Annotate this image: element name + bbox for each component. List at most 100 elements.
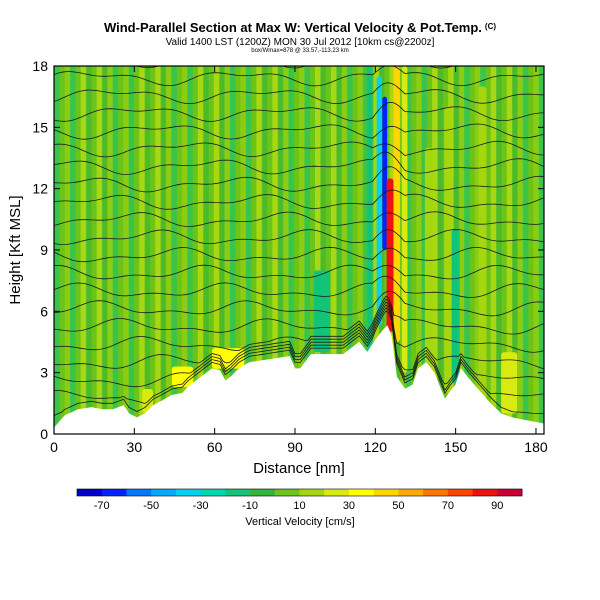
vv-band: [128, 66, 135, 434]
vv-band: [155, 66, 162, 434]
vv-features: [142, 66, 518, 414]
colorbar-bin: [77, 489, 103, 496]
vv-feature: [444, 106, 451, 394]
colorbar-bin: [126, 489, 152, 496]
vv-feature: [424, 147, 433, 383]
colorbar-bin: [497, 489, 523, 496]
theta-contour: [54, 101, 544, 122]
vv-band: [144, 66, 151, 434]
vv-band: [123, 66, 130, 434]
vv-band: [101, 66, 108, 434]
colorbar-bin: [348, 489, 375, 496]
colorbar-bin: [200, 489, 226, 496]
colorbar-label: Vertical Velocity [cm/s]: [245, 516, 355, 528]
colorbar-bin: [151, 489, 177, 496]
vv-feature: [211, 348, 245, 369]
x-tick-label: 90: [287, 439, 303, 455]
vv-band: [277, 66, 284, 434]
theta-contour: [54, 66, 544, 87]
theta-contour: [54, 189, 544, 210]
colorbar-bin: [423, 489, 449, 496]
vv-band: [352, 66, 359, 434]
vv-band: [490, 66, 497, 434]
colorbar-tick-label: 30: [343, 500, 355, 512]
x-tick-label: 60: [207, 439, 223, 455]
vv-band: [149, 66, 156, 434]
chart-subsubtitle: box/Wmax=878 @ 33.57,-113.23 km: [251, 48, 349, 54]
colorbar-bin: [250, 489, 276, 496]
theta-contour: [54, 295, 544, 335]
colorbar-frame: [76, 488, 523, 497]
x-tick-label: 30: [127, 439, 143, 455]
vv-feature: [382, 96, 388, 251]
x-tick-label: 150: [444, 439, 468, 455]
vv-band: [235, 66, 242, 434]
vv-band: [224, 66, 231, 434]
y-tick-label: 3: [40, 365, 48, 381]
colorbar-bin: [398, 489, 424, 496]
theta-contour: [54, 298, 544, 353]
vv-band: [107, 66, 114, 434]
theta-contour: [54, 151, 544, 175]
x-tick-label: 180: [524, 439, 548, 455]
vv-band: [421, 66, 428, 434]
colorbar-bin: [101, 489, 127, 496]
colorbar-tick-label: -30: [193, 500, 209, 512]
vv-feature: [171, 366, 194, 387]
colorbar-bin: [225, 489, 251, 496]
vv-band: [437, 66, 444, 434]
vv-band: [240, 66, 247, 434]
vv-band: [133, 66, 140, 434]
vv-band: [283, 66, 289, 434]
colorbar-bin: [447, 489, 473, 496]
vv-band: [213, 66, 220, 434]
vv-band: [469, 66, 476, 434]
vv-band: [299, 66, 305, 434]
vv-feature: [501, 352, 518, 414]
y-tick-label: 12: [32, 181, 48, 197]
colorbar-tick-label: 10: [293, 500, 305, 512]
colorbar-tick-label: 50: [392, 500, 404, 512]
vv-band: [96, 66, 103, 434]
theta-contour: [54, 275, 544, 298]
vv-feature: [402, 66, 408, 373]
theta-contour: [54, 229, 544, 246]
theta-contour: [54, 211, 544, 227]
vv-band: [474, 66, 481, 434]
vv-band: [197, 66, 204, 434]
vv-band: [176, 66, 183, 434]
vv-band: [272, 66, 279, 434]
vv-band: [485, 66, 492, 434]
copyright-mark: (C): [484, 22, 497, 31]
vv-band: [117, 66, 124, 434]
terrain-mask: [54, 325, 544, 434]
theta-contour: [54, 82, 544, 104]
vv-band: [309, 66, 316, 434]
vv-feature: [367, 66, 373, 363]
vv-band: [320, 66, 327, 434]
chart-subtitle: Valid 1400 LST (1200Z) MON 30 Jul 2012 […: [165, 37, 435, 48]
colorbar-bin: [299, 489, 325, 496]
vv-band: [251, 66, 257, 434]
vv-band: [139, 66, 146, 434]
vv-band: [219, 66, 226, 434]
theta-contour: [135, 66, 454, 69]
theta-contour: [54, 290, 544, 317]
colorbar-bin: [472, 489, 498, 496]
vv-band: [512, 66, 518, 434]
colorbar: [76, 488, 523, 497]
vv-band: [533, 66, 540, 434]
vv-band: [357, 66, 364, 434]
vv-band: [85, 66, 92, 434]
vv-band: [80, 66, 87, 434]
vv-band: [325, 66, 332, 434]
vv-band: [91, 66, 98, 434]
vv-band: [181, 66, 188, 434]
theta-contour: [54, 264, 544, 280]
vv-band: [405, 66, 412, 434]
vv-band: [229, 66, 236, 434]
colorbar-tick-label: 70: [442, 500, 454, 512]
colorbar-tick-label: 90: [491, 500, 503, 512]
y-tick-label: 0: [40, 426, 48, 442]
vv-band: [160, 66, 167, 434]
